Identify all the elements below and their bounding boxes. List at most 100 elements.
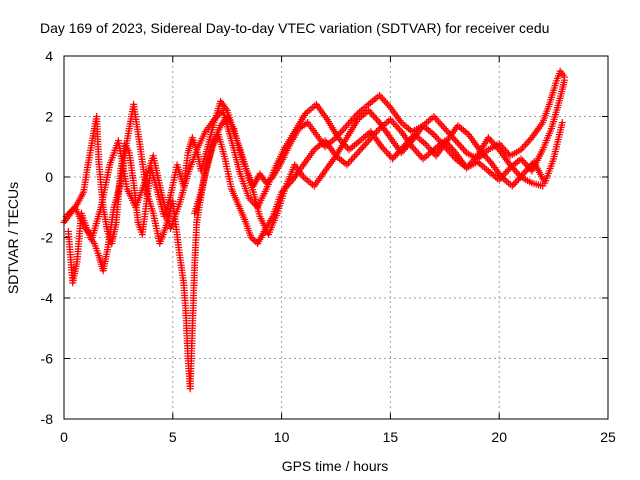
data-point: [511, 166, 519, 174]
data-point: [494, 144, 502, 152]
data-point: [436, 119, 444, 127]
data-point: [484, 134, 492, 142]
data-point: [508, 163, 516, 171]
data-point: [362, 140, 370, 148]
y-tick-label: -4: [41, 290, 54, 306]
data-point: [525, 163, 533, 171]
data-point: [365, 106, 373, 114]
data-point: [374, 126, 382, 134]
data-point: [511, 179, 519, 187]
data-point: [512, 168, 520, 176]
data-point: [487, 137, 495, 145]
data-point: [366, 108, 374, 116]
data-point: [355, 147, 363, 155]
data-point: [506, 161, 514, 169]
data-point: [423, 141, 431, 149]
data-point: [352, 151, 360, 159]
data-point: [503, 148, 511, 156]
data-point: [519, 157, 527, 165]
data-point: [486, 135, 494, 143]
data-point: [382, 148, 390, 156]
data-point: [447, 150, 455, 158]
data-point: [340, 125, 348, 133]
data-point: [501, 169, 509, 177]
data-point: [522, 167, 530, 175]
data-point: [366, 135, 374, 143]
data-point: [348, 156, 356, 164]
data-point: [377, 93, 385, 101]
data-point: [524, 165, 532, 173]
y-tick-label: -6: [41, 351, 54, 367]
data-point: [426, 145, 434, 153]
data-point: [346, 157, 354, 165]
data-point: [483, 154, 491, 162]
data-point: [445, 148, 453, 156]
data-point: [463, 164, 471, 172]
x-tick-label: 20: [491, 429, 507, 445]
data-point: [442, 126, 450, 134]
data-point: [343, 122, 351, 130]
data-point: [405, 140, 413, 148]
x-tick-label: 0: [60, 429, 68, 445]
data-point: [399, 147, 407, 155]
data-point: [480, 151, 488, 159]
data-point: [385, 102, 393, 110]
data-point: [368, 110, 376, 118]
x-tick-label: 15: [383, 429, 399, 445]
data-point: [365, 137, 373, 145]
data-point: [349, 154, 357, 162]
x-tick-label: 10: [274, 429, 290, 445]
data-point: [469, 157, 477, 165]
data-point: [439, 141, 447, 149]
y-axis-label: SDTVAR / TECUs: [5, 182, 21, 294]
data-point: [379, 144, 387, 152]
data-point: [517, 155, 525, 163]
data-point: [527, 161, 535, 169]
data-point: [455, 140, 463, 148]
data-point: [334, 134, 342, 142]
data-point: [337, 128, 345, 136]
data-point: [369, 112, 377, 120]
data-point: [410, 144, 418, 152]
data-point: [482, 153, 490, 161]
data-point: [492, 142, 500, 150]
data-point: [414, 150, 422, 158]
data-point: [520, 142, 528, 150]
data-point: [380, 97, 388, 105]
data-point: [388, 117, 396, 125]
data-point: [250, 237, 258, 245]
data-point: [360, 142, 368, 150]
data-point: [520, 158, 528, 166]
y-tick-label: -8: [41, 411, 54, 427]
data-point: [357, 145, 365, 153]
data-point: [358, 144, 366, 152]
data-point: [523, 139, 531, 147]
data-point: [393, 122, 401, 130]
data-point: [390, 153, 398, 161]
x-tick-label: 5: [169, 429, 177, 445]
data-point: [515, 171, 523, 179]
data-point: [459, 145, 467, 153]
data-point: [560, 76, 568, 84]
x-axis-label: GPS time / hours: [282, 458, 389, 474]
series-track-3: [62, 100, 566, 241]
data-point: [485, 156, 493, 164]
chart-title: Day 169 of 2023, Sidereal Day-to-day VTE…: [40, 20, 549, 36]
data-point: [435, 136, 443, 144]
data-point: [402, 144, 410, 152]
y-tick-label: -2: [41, 230, 54, 246]
data-point: [430, 113, 438, 120]
data-point: [489, 139, 497, 147]
data-point: [522, 141, 530, 149]
data-point: [381, 146, 389, 154]
x-tick-label: 25: [600, 429, 616, 445]
data-point: [513, 177, 521, 185]
data-point: [421, 140, 429, 148]
data-point: [346, 118, 354, 126]
data-point: [435, 118, 443, 126]
data-point: [466, 160, 474, 168]
data-point: [521, 168, 529, 176]
data-point: [376, 91, 384, 99]
data-point: [433, 116, 441, 124]
data-point: [249, 235, 257, 243]
